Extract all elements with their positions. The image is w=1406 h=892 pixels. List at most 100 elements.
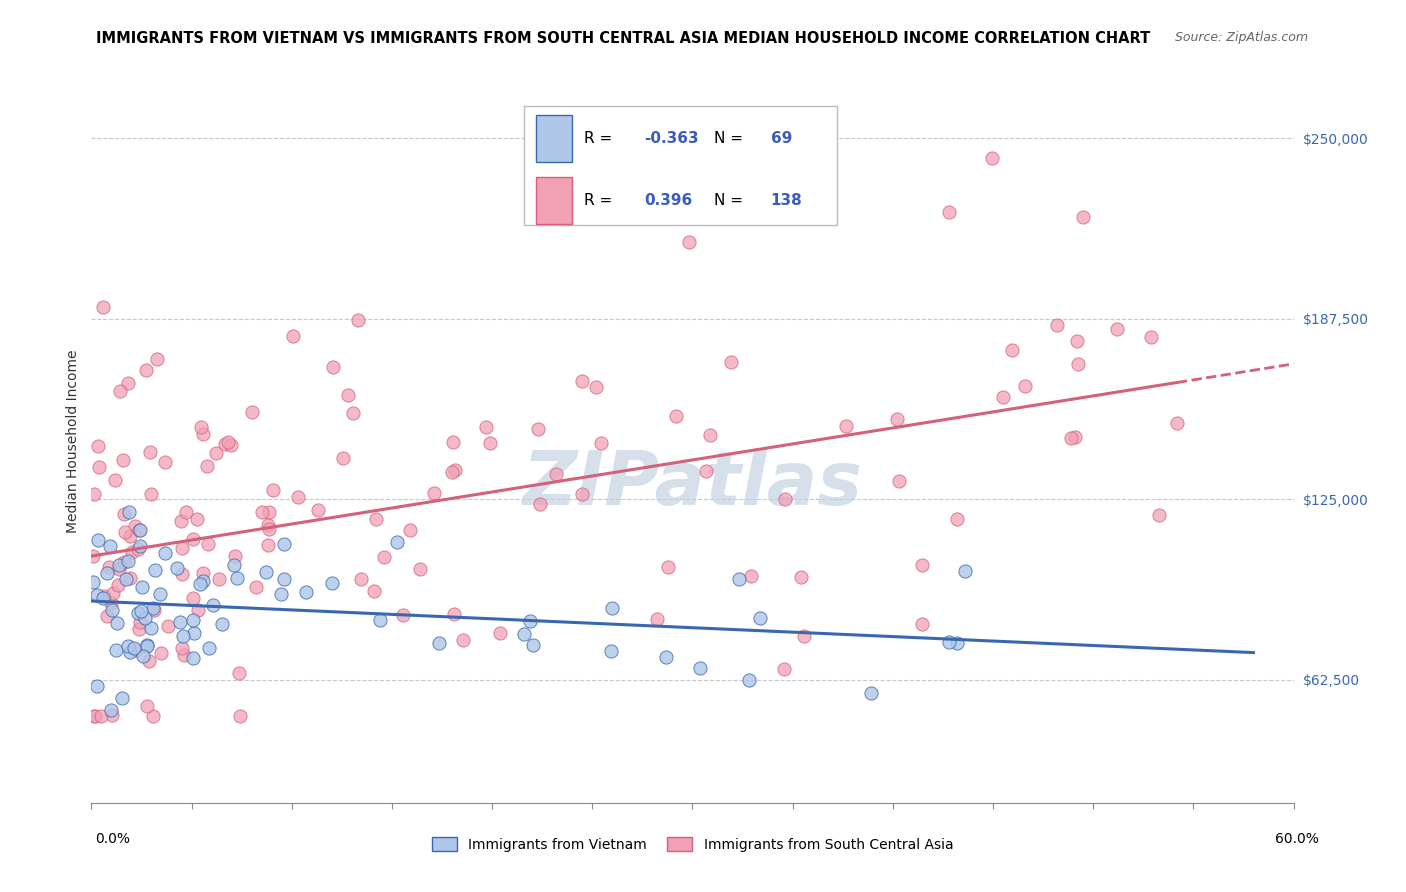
Point [169,615,191,630]
Point [451,632,474,647]
Point [911,616,934,631]
Legend: Immigrants from Vietnam, Immigrants from South Central Asia: Immigrants from Vietnam, Immigrants from… [426,831,959,857]
Point [214,437,236,451]
Point [110,690,132,705]
Point [240,405,263,419]
Point [600,600,623,615]
Point [368,613,391,627]
Point [142,709,165,723]
Point [1014,379,1036,393]
Point [181,613,204,627]
FancyBboxPatch shape [536,114,572,161]
Point [118,645,141,659]
Point [166,561,188,575]
Point [122,640,145,655]
Text: R =: R = [585,193,613,208]
Point [183,591,205,606]
Point [172,629,194,643]
Point [128,615,150,630]
Point [135,362,157,376]
Point [132,648,155,663]
Point [108,562,131,576]
Point [138,445,160,459]
Point [117,554,139,568]
Point [1046,318,1069,332]
Point [96,609,118,624]
Point [91,591,114,606]
FancyBboxPatch shape [524,105,837,225]
Point [229,709,252,723]
Point [131,580,153,594]
Text: IMMIGRANTS FROM VIETNAM VS IMMIGRANTS FROM SOUTH CENTRAL ASIA MEDIAN HOUSEHOLD I: IMMIGRANTS FROM VIETNAM VS IMMIGRANTS FR… [96,31,1150,46]
Point [254,565,277,579]
Point [938,204,960,219]
Point [193,566,215,581]
Point [295,585,318,599]
Point [1066,334,1088,348]
Point [129,604,152,618]
Point [87,439,110,453]
Point [141,487,163,501]
Point [100,703,122,717]
Point [97,560,120,574]
Point [519,615,541,629]
Point [201,598,224,612]
Point [946,512,969,526]
Point [911,558,934,572]
Point [728,572,751,586]
Point [571,374,593,388]
Point [112,555,135,569]
Point [475,420,498,434]
Text: N =: N = [714,131,744,146]
Point [128,523,150,537]
Point [773,662,796,676]
Point [665,409,688,423]
Point [256,517,278,532]
Point [142,600,165,615]
Point [82,574,104,589]
Point [373,550,395,565]
Point [513,627,536,641]
Text: 0.396: 0.396 [644,193,693,208]
Point [86,588,108,602]
Point [84,709,107,723]
Point [224,549,246,563]
Point [191,574,214,588]
Point [118,529,141,543]
Point [226,571,249,585]
Point [1107,322,1129,336]
Point [363,583,385,598]
Point [740,569,762,583]
Point [366,512,388,526]
Point [197,537,219,551]
Point [93,589,115,603]
Point [695,464,717,478]
Point [101,603,124,617]
Point [287,491,309,505]
Point [174,505,197,519]
Point [143,603,166,617]
Point [321,576,343,591]
Point [217,434,239,449]
Point [181,651,204,665]
Point [322,359,344,374]
Y-axis label: Median Household Income: Median Household Income [66,350,80,533]
Point [98,539,121,553]
Point [187,603,209,617]
Point [112,507,135,521]
Point [273,537,295,551]
Point [307,503,329,517]
Point [197,641,219,656]
Point [173,648,195,662]
Point [125,643,148,657]
Point [205,446,228,460]
Point [181,532,204,546]
Text: 0.0%: 0.0% [96,832,131,846]
Point [1063,430,1085,444]
Point [678,235,700,249]
Point [90,709,112,723]
Point [444,463,467,477]
Point [138,654,160,668]
Point [259,504,281,518]
Point [135,698,157,713]
